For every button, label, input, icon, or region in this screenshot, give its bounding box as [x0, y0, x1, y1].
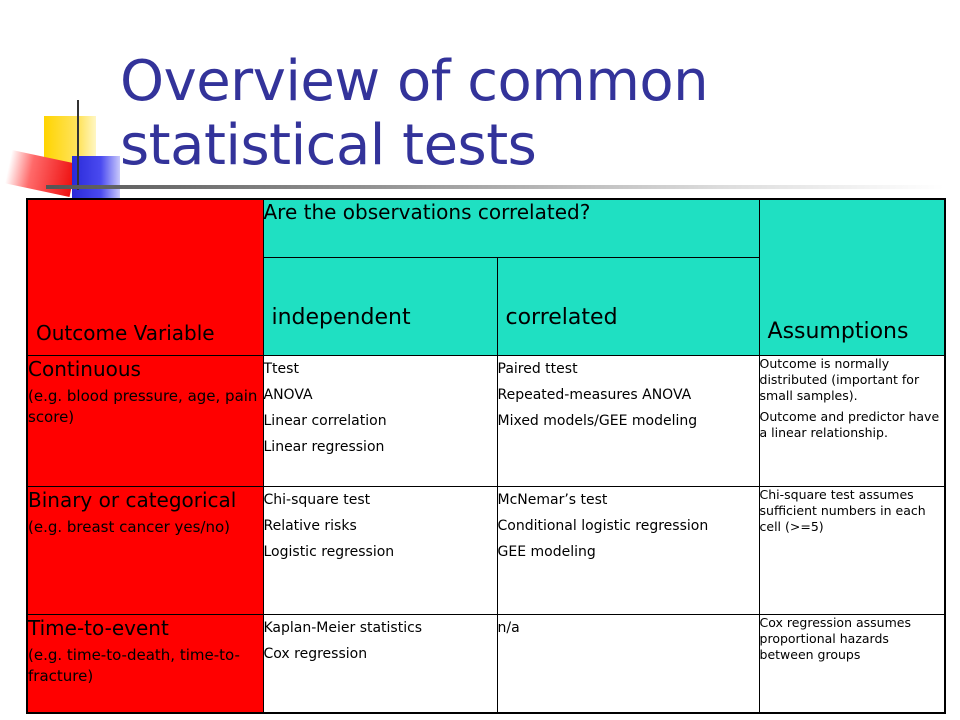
slide-title-line1: Overview of common [120, 49, 709, 114]
row-label-continuous: Continuous (e.g. blood pressure, age, pa… [26, 355, 264, 487]
independent-tests-time-to-event: Kaplan-Meier statistics Cox regression [262, 614, 498, 714]
header-correlated-question: Are the observations correlated? [262, 198, 760, 258]
statistical-tests-table: Outcome Variable Are the observations co… [26, 198, 947, 714]
header-assumptions: Assumptions [758, 198, 946, 357]
independent-tests-continuous: Ttest ANOVA Linear correlation Linear re… [262, 355, 498, 487]
assumptions-binary: Chi-square test assumes sufficient numbe… [758, 485, 946, 616]
header-outcome-variable: Outcome Variable [26, 198, 264, 357]
table-row: Binary or categorical (e.g. breast cance… [26, 485, 946, 616]
table-row: Time-to-event (e.g. time-to-death, time-… [26, 614, 946, 714]
correlated-tests-binary: McNemar’s test Conditional logistic regr… [496, 485, 760, 616]
independent-tests-binary: Chi-square test Relative risks Logistic … [262, 485, 498, 616]
slide-title-line2: statistical tests [120, 113, 537, 178]
correlated-tests-continuous: Paired ttest Repeated-measures ANOVA Mix… [496, 355, 760, 487]
decor-horizontal-rule [46, 185, 944, 189]
decor-blue-square [72, 156, 120, 198]
row-label-binary: Binary or categorical (e.g. breast cance… [26, 485, 264, 616]
slide-title: Overview of common statistical tests [120, 49, 709, 178]
correlated-tests-time-to-event: n/a [496, 614, 760, 714]
header-correlated: correlated [496, 256, 760, 357]
assumptions-time-to-event: Cox regression assumes proportional haza… [758, 614, 946, 714]
header-independent: independent [262, 256, 498, 357]
table-row: Continuous (e.g. blood pressure, age, pa… [26, 355, 946, 487]
assumptions-continuous: Outcome is normally distributed (importa… [758, 355, 946, 487]
decor-vertical-line [77, 100, 79, 190]
row-label-time-to-event: Time-to-event (e.g. time-to-death, time-… [26, 614, 264, 714]
